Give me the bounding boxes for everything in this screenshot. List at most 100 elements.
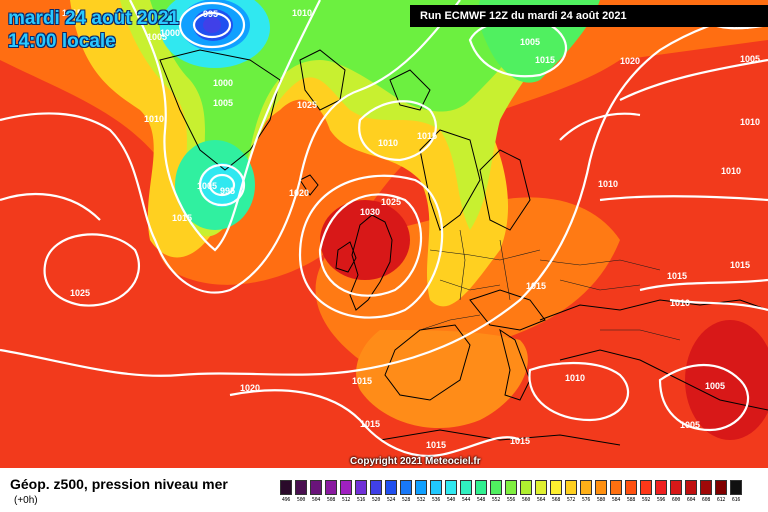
isobar-label: 995 bbox=[220, 186, 235, 196]
isobar-label: 1015 bbox=[730, 260, 750, 270]
isobar-label: 1010 bbox=[670, 298, 690, 308]
scale-swatch bbox=[325, 480, 337, 495]
scale-value-label: 500 bbox=[296, 497, 306, 503]
isobar-label: 1020 bbox=[289, 188, 309, 198]
scale-value-label: 580 bbox=[596, 497, 606, 503]
isobar-label: 1010 bbox=[565, 373, 585, 383]
low-pressure-core-north-center bbox=[203, 17, 221, 33]
isobar-label: 1005 bbox=[705, 381, 725, 391]
scale-swatch bbox=[595, 480, 607, 495]
scale-swatch bbox=[580, 480, 592, 495]
scale-swatch bbox=[715, 480, 727, 495]
scale-swatch bbox=[415, 480, 427, 495]
isobar-label: 1005 bbox=[197, 181, 217, 191]
isobar-label: 1020 bbox=[620, 56, 640, 66]
scale-value-label: 536 bbox=[431, 497, 441, 503]
isobar-label: 1015 bbox=[62, 8, 82, 18]
isobar-label: 1015 bbox=[417, 131, 437, 141]
isobar-label: 1005 bbox=[147, 32, 167, 42]
scale-swatch bbox=[310, 480, 322, 495]
scale-value-label: 588 bbox=[626, 497, 636, 503]
scale-value-label: 572 bbox=[566, 497, 576, 503]
scale-swatch bbox=[505, 480, 517, 495]
scale-value-label: 616 bbox=[731, 497, 741, 503]
legend-title: Géop. z500, pression niveau mer bbox=[10, 476, 228, 492]
isobar-label: 1015 bbox=[360, 419, 380, 429]
scale-value-label: 600 bbox=[671, 497, 681, 503]
scale-value-label: 508 bbox=[326, 497, 336, 503]
scale-value-label: 512 bbox=[341, 497, 351, 503]
scale-swatch bbox=[475, 480, 487, 495]
scale-value-label: 564 bbox=[536, 497, 546, 503]
scale-value-label: 524 bbox=[386, 497, 396, 503]
scale-swatch bbox=[730, 480, 742, 495]
scale-swatch bbox=[445, 480, 457, 495]
isobar-label: 1000 bbox=[160, 28, 180, 38]
isobar-label: 1005 bbox=[520, 37, 540, 47]
scale-value-label: 612 bbox=[716, 497, 726, 503]
scale-value-label: 556 bbox=[506, 497, 516, 503]
scale-swatch bbox=[490, 480, 502, 495]
scale-swatch bbox=[655, 480, 667, 495]
scale-swatch bbox=[370, 480, 382, 495]
model-run-info: Run ECMWF 12Z du mardi 24 août 2021 bbox=[410, 5, 768, 27]
isobar-label: 1020 bbox=[240, 383, 260, 393]
isobar-label: 1005 bbox=[680, 420, 700, 430]
scale-swatch bbox=[295, 480, 307, 495]
scale-swatch bbox=[385, 480, 397, 495]
scale-value-label: 576 bbox=[581, 497, 591, 503]
legend-subtitle: (+0h) bbox=[14, 495, 38, 506]
scale-swatch bbox=[535, 480, 547, 495]
isobar-label: 1015 bbox=[535, 55, 555, 65]
isobar-label: 1010 bbox=[144, 114, 164, 124]
isobar-label: 1015 bbox=[526, 281, 546, 291]
scale-swatch bbox=[685, 480, 697, 495]
scale-swatch bbox=[340, 480, 352, 495]
scale-value-label: 516 bbox=[356, 497, 366, 503]
isobar-label: 1005 bbox=[740, 54, 760, 64]
scale-value-label: 520 bbox=[371, 497, 381, 503]
scale-value-label: 552 bbox=[491, 497, 501, 503]
scale-value-label: 560 bbox=[521, 497, 531, 503]
scale-value-label: 528 bbox=[401, 497, 411, 503]
scale-value-label: 532 bbox=[416, 497, 426, 503]
scale-value-label: 604 bbox=[686, 497, 696, 503]
forecast-date: mardi 24 août 2021 bbox=[8, 8, 180, 29]
low-pressure-core-greenland-inner bbox=[200, 163, 244, 207]
legend-bar: Géop. z500, pression niveau mer (+0h) 49… bbox=[0, 468, 768, 512]
scale-value-label: 544 bbox=[461, 497, 471, 503]
scale-swatch bbox=[610, 480, 622, 495]
isobar-label: 1010 bbox=[721, 166, 741, 176]
isobar-label: 1015 bbox=[426, 440, 446, 450]
scale-value-label: 568 bbox=[551, 497, 561, 503]
field-orange-zone-south bbox=[356, 330, 528, 429]
scale-swatch bbox=[400, 480, 412, 495]
isobar-label: 1015 bbox=[172, 213, 192, 223]
scale-value-label: 592 bbox=[641, 497, 651, 503]
isobar-label: 1010 bbox=[378, 138, 398, 148]
geopotential-map: 1015 995 1010 1005 1000 1005 1015 1020 1… bbox=[0, 0, 768, 468]
scale-value-label: 540 bbox=[446, 497, 456, 503]
coastlines bbox=[159, 49, 768, 446]
scale-swatch bbox=[565, 480, 577, 495]
scale-swatch bbox=[550, 480, 562, 495]
isobar-label: 995 bbox=[203, 9, 218, 19]
scale-swatch bbox=[280, 480, 292, 495]
scale-value-label: 596 bbox=[656, 497, 666, 503]
scale-swatch bbox=[640, 480, 652, 495]
isobar-label: 1030 bbox=[360, 207, 380, 217]
scale-value-label: 584 bbox=[611, 497, 621, 503]
high-pressure-core-west bbox=[320, 200, 410, 280]
color-scale: 496 500 504 508 512 516 520 524 528 532 536 540 544 5… bbox=[280, 480, 746, 508]
scale-swatch bbox=[520, 480, 532, 495]
copyright-notice: Copyright 2021 Meteociel.fr bbox=[350, 456, 481, 467]
country-borders bbox=[419, 229, 681, 341]
isobar-label: 1015 bbox=[667, 271, 687, 281]
isobar-label: 1025 bbox=[297, 100, 317, 110]
isobars bbox=[0, 0, 768, 458]
scale-value-label: 608 bbox=[701, 497, 711, 503]
isobar-label: 1010 bbox=[292, 8, 312, 18]
scale-swatch bbox=[625, 480, 637, 495]
scale-swatch bbox=[670, 480, 682, 495]
